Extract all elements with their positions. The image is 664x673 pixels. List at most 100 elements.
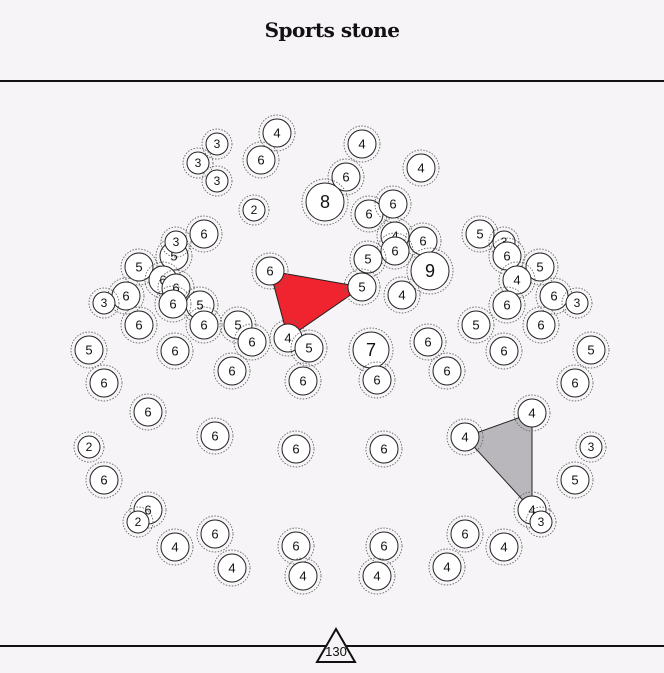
- stone[interactable]: 4: [156, 528, 194, 566]
- score-value: 130: [325, 644, 347, 659]
- stone[interactable]: 2: [122, 506, 154, 538]
- stone[interactable]: 6: [156, 332, 194, 370]
- stone[interactable]: 6: [185, 215, 223, 253]
- stone[interactable]: 5: [70, 331, 108, 369]
- stone[interactable]: 4: [284, 557, 322, 595]
- stone-range-ring: [402, 149, 440, 187]
- stone[interactable]: 5: [572, 331, 610, 369]
- stone-body: [362, 365, 392, 395]
- stone[interactable]: 6: [277, 527, 315, 565]
- stone-range-ring: [513, 394, 551, 432]
- stone-range-ring: [406, 247, 454, 295]
- stone-value: 4: [398, 288, 405, 303]
- stone[interactable]: 6: [196, 515, 234, 553]
- stone[interactable]: 6: [522, 306, 560, 344]
- stone[interactable]: 4: [428, 548, 466, 586]
- stone-value: 6: [373, 373, 380, 388]
- stone[interactable]: 4: [446, 418, 484, 456]
- stone[interactable]: 6: [284, 362, 322, 400]
- stone[interactable]: 3: [561, 287, 593, 319]
- stone[interactable]: 6: [365, 430, 403, 468]
- stone[interactable]: 5: [457, 306, 495, 344]
- stone[interactable]: 6: [409, 323, 447, 361]
- stone[interactable]: 6: [488, 237, 526, 275]
- stone[interactable]: 4: [383, 276, 421, 314]
- stone[interactable]: 6: [120, 306, 158, 344]
- stone-value: 6: [257, 153, 264, 168]
- stone[interactable]: 3: [575, 431, 607, 463]
- stone[interactable]: 6: [446, 515, 484, 553]
- stone[interactable]: 6: [535, 277, 573, 315]
- stone[interactable]: 6: [85, 461, 123, 499]
- stone[interactable]: 5: [120, 248, 158, 286]
- stone[interactable]: 6: [428, 352, 466, 390]
- stone-body: [89, 465, 119, 495]
- stone-range-ring: [428, 548, 466, 586]
- stone[interactable]: 6: [233, 323, 271, 361]
- stone[interactable]: 6: [374, 185, 412, 223]
- stone[interactable]: 6: [85, 364, 123, 402]
- stone[interactable]: 6: [154, 285, 192, 323]
- stone-value: 3: [101, 296, 108, 310]
- stone[interactable]: 3: [525, 506, 557, 538]
- stone[interactable]: 4: [343, 125, 381, 163]
- stone[interactable]: 6: [242, 141, 280, 179]
- stone[interactable]: 4: [358, 557, 396, 595]
- stone-body: [133, 397, 163, 427]
- stone[interactable]: 5: [343, 268, 381, 306]
- stone[interactable]: 4: [513, 394, 551, 432]
- stone-body: [160, 336, 190, 366]
- stone[interactable]: 2: [73, 431, 105, 463]
- stone[interactable]: 6: [488, 286, 526, 324]
- stone-range-ring: [201, 128, 233, 160]
- stone-value: 6: [228, 364, 235, 379]
- stone[interactable]: 4: [485, 528, 523, 566]
- stone-value: 2: [135, 515, 142, 529]
- stone[interactable]: 8: [301, 178, 349, 226]
- stone-body: [353, 244, 383, 274]
- stone[interactable]: 2: [238, 194, 270, 226]
- stone-body: [579, 435, 603, 459]
- stone-value: 3: [214, 137, 221, 151]
- stone[interactable]: 5: [290, 329, 328, 367]
- stone[interactable]: 4: [213, 549, 251, 587]
- selection-layer: [269, 270, 533, 512]
- stone[interactable]: 6: [251, 252, 289, 290]
- stone[interactable]: 4: [258, 114, 296, 152]
- stone[interactable]: 5: [461, 215, 499, 253]
- stone-range-ring: [358, 361, 396, 399]
- stone-value: 4: [443, 560, 450, 575]
- stone-range-ring: [327, 158, 365, 196]
- stone[interactable]: 6: [129, 393, 167, 431]
- stone[interactable]: 6: [358, 361, 396, 399]
- stone[interactable]: 3: [201, 165, 233, 197]
- stone-value: 4: [500, 540, 507, 555]
- stone-value: 6: [169, 297, 176, 312]
- stone[interactable]: 6: [376, 232, 414, 270]
- stone-body: [186, 151, 210, 175]
- stone-range-ring: [284, 362, 322, 400]
- stone[interactable]: 5: [521, 248, 559, 286]
- stone[interactable]: 6: [213, 352, 251, 390]
- stone-body: [92, 291, 116, 315]
- stone[interactable]: 6: [185, 306, 223, 344]
- stone[interactable]: 6: [196, 417, 234, 455]
- stone[interactable]: 6: [277, 430, 315, 468]
- stone[interactable]: 3: [201, 128, 233, 160]
- stone[interactable]: 3: [88, 287, 120, 319]
- stone[interactable]: 5: [556, 461, 594, 499]
- stone-body: [200, 421, 230, 451]
- stone[interactable]: 5: [349, 240, 387, 278]
- stone[interactable]: 3: [182, 147, 214, 179]
- stone-body: [217, 356, 247, 386]
- stone[interactable]: 4: [402, 149, 440, 187]
- stone[interactable]: 6: [327, 158, 365, 196]
- stone[interactable]: 3: [160, 226, 192, 258]
- stone[interactable]: 7: [348, 327, 394, 373]
- stone[interactable]: 6: [485, 332, 523, 370]
- stone[interactable]: 6: [556, 364, 594, 402]
- stone-body: [255, 256, 285, 286]
- stone-body: [331, 162, 361, 192]
- stone[interactable]: 9: [406, 247, 454, 295]
